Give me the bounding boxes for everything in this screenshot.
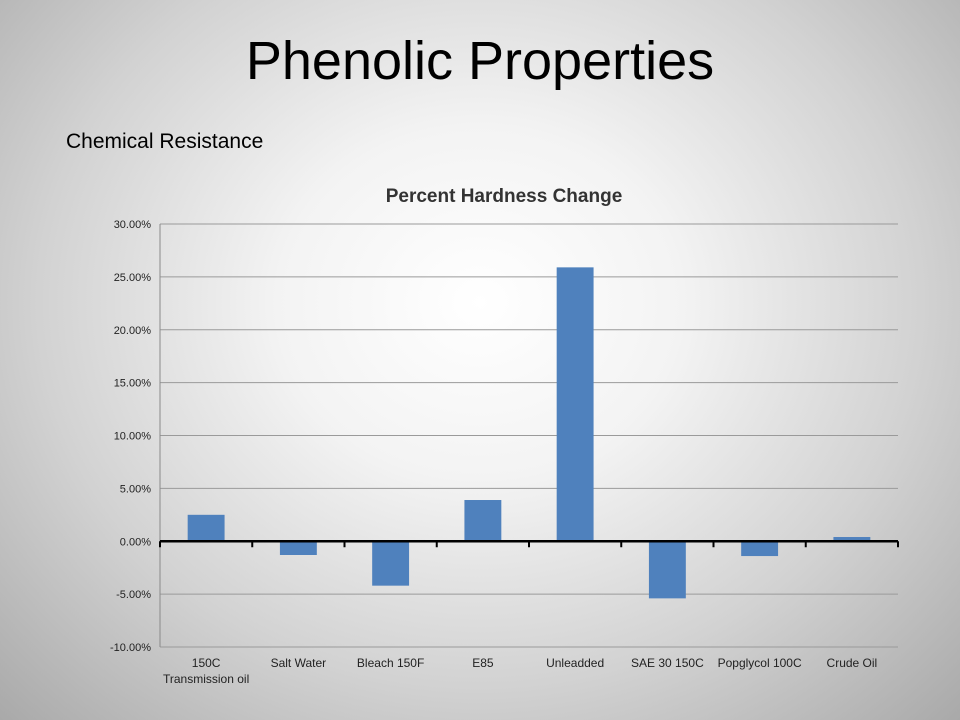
x-tick-label: Bleach 150F [357,656,424,670]
y-tick-label: 0.00% [120,536,151,548]
bars [187,267,871,599]
y-tick-label: 5.00% [120,483,151,495]
slide-subtitle: Chemical Resistance [66,130,264,153]
x-tick-label: Transmission oil [163,672,249,686]
bar [279,541,317,555]
slide-title: Phenolic Properties [245,31,715,91]
gridlines [160,223,898,648]
y-tick-label: 10.00% [114,431,152,443]
x-tick-label: Popglycol 100C [718,656,802,670]
y-tick-label: 25.00% [114,272,152,284]
chart-title: Percent Hardness Change [386,186,623,207]
bar [648,541,686,599]
bar [464,500,502,542]
x-tick-label: 150C [192,656,221,670]
y-tick-label: 15.00% [114,378,152,390]
x-tick-label: Unleadded [546,656,604,670]
y-axis-tick-labels: 30.00% 25.00% 20.00% 15.00% 10.00% 5.00% 0.00%… [110,219,151,654]
y-tick-label: 20.00% [114,325,152,337]
x-tick-label: E85 [472,656,494,670]
bar [556,267,594,542]
y-tick-label: -5.00% [116,589,151,601]
bar [187,514,225,542]
bar [833,537,871,542]
x-tick-label: SAE 30 150C [631,656,704,670]
bar [741,541,779,557]
bar [372,541,410,586]
axes [159,224,899,647]
y-tick-label: -10.00% [110,642,151,654]
x-tick-label: Salt Water [271,656,327,670]
x-tick-label: Crude Oil [827,656,878,670]
x-axis-category-labels: 150C Transmission oil Salt Water Bleach 150… [163,656,877,686]
y-tick-label: 30.00% [114,219,152,231]
